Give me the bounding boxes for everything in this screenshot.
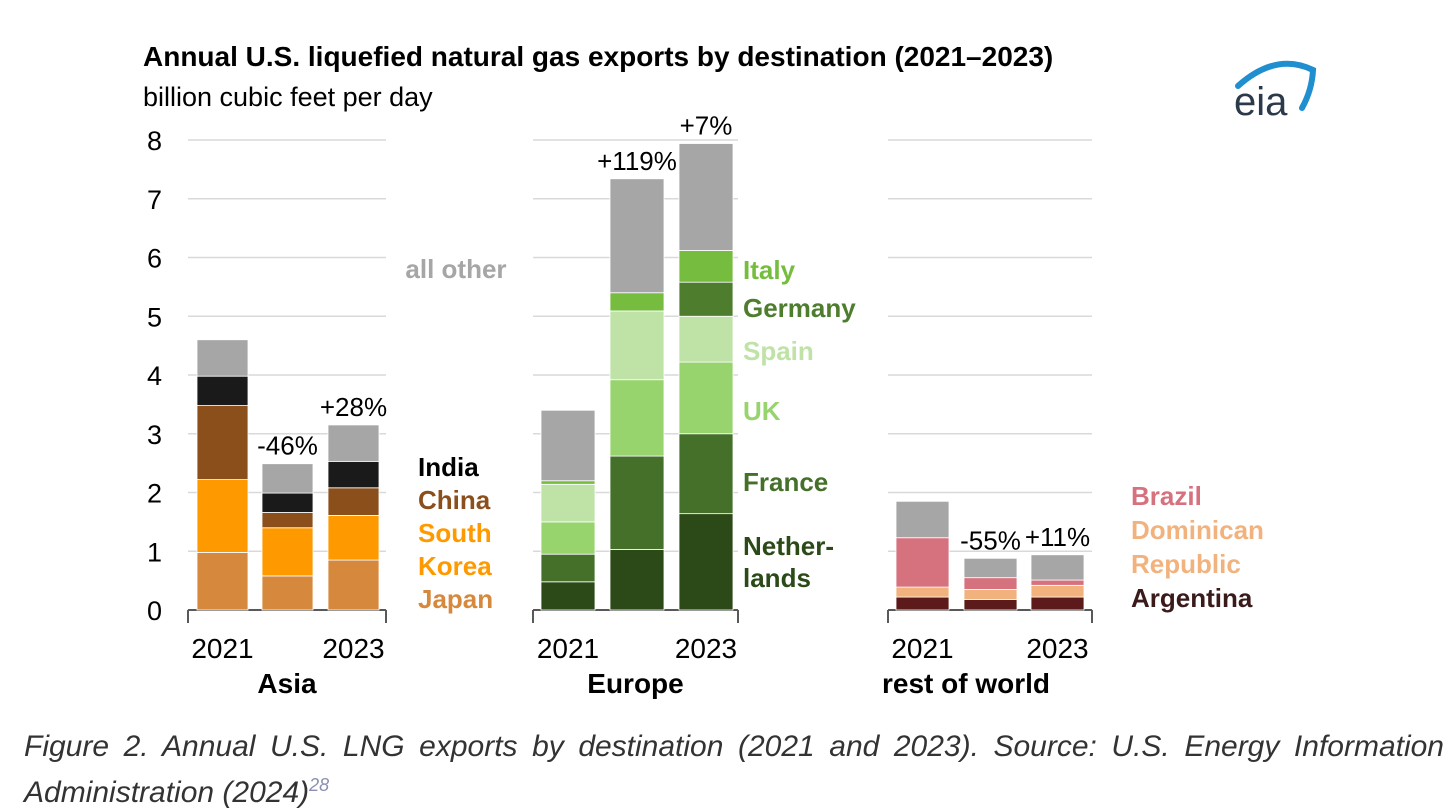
rest-of-world-change-label-2023: +11% — [1025, 522, 1090, 552]
eia-logo-text: eia — [1234, 80, 1288, 124]
asia-bar-2022-all-other — [261, 463, 314, 494]
asia-bar-2022-japan — [261, 575, 314, 611]
asia-bar-2022-india — [261, 492, 314, 513]
asia-group-label: Asia — [257, 668, 317, 699]
europe-bar-2023-italy — [678, 250, 734, 283]
rest-of-world-change-label-2022: -55% — [960, 525, 1021, 555]
rest-of-world-bar-2022-argentina — [963, 599, 1018, 611]
caption-footnote: 28 — [309, 775, 330, 795]
y-tick-label-7: 7 — [147, 185, 162, 215]
europe-bar-2023-netherlands — [678, 513, 734, 611]
europe-bar-2021-france — [540, 553, 596, 583]
y-tick-label-6: 6 — [147, 244, 162, 274]
rest-of-world-bar-2023-brazil — [1030, 579, 1085, 586]
europe-bar-2021-netherlands — [540, 581, 596, 611]
europe-legend-france-line-0: France — [743, 467, 828, 497]
eia-logo: eia — [1234, 60, 1317, 124]
rest-of-world-bar-2021-argentina — [895, 596, 950, 611]
europe-bar-2023-spain — [678, 315, 734, 363]
europe-bar-2023-all-other — [678, 143, 734, 251]
rest-of-world-bar-2023-argentina — [1030, 596, 1085, 611]
asia-bar-2023-south-korea — [327, 515, 380, 561]
europe-change-label-2022: +119% — [597, 146, 677, 176]
chart-title: Annual U.S. liquefied natural gas export… — [143, 41, 1053, 72]
asia-bar-2022-south-korea — [261, 527, 314, 577]
caption-text: Figure 2. Annual U.S. LNG exports by des… — [24, 730, 1444, 809]
europe-bar-2022-spain — [609, 310, 665, 381]
europe-bar-2021-uk — [540, 521, 596, 555]
rest-of-world-bar-2022-brazil — [963, 577, 1018, 590]
europe-change-label-2023: +7% — [680, 111, 733, 141]
europe-bar-2021-spain — [540, 483, 596, 523]
y-tick-label-4: 4 — [147, 361, 162, 391]
europe-bar-2023-uk — [678, 361, 734, 435]
rest-of-world-bar-2023-dominican-republic — [1030, 584, 1085, 598]
asia-change-label-2022: -46% — [257, 431, 318, 461]
europe-bar-2022-all-other — [609, 178, 665, 294]
rest-of-world-bar-2021-all-other — [895, 500, 950, 539]
europe-legend-spain-line-0: Spain — [743, 336, 814, 366]
europe-legend-nether-lands-line-0: Nether- — [743, 531, 834, 561]
rest-of-world-legend-argentina-line-0: Argentina — [1131, 583, 1253, 613]
asia-legend-south-korea-line-1: Korea — [418, 551, 492, 581]
asia-bar-2022-china — [261, 512, 314, 529]
asia-bar-2023-japan — [327, 559, 380, 611]
europe-bar-2021-italy — [540, 480, 596, 485]
asia-bar-2021-all-other — [196, 339, 249, 377]
figure-caption: Figure 2. Annual U.S. LNG exports by des… — [24, 728, 1444, 812]
europe-legend-germany-line-0: Germany — [743, 293, 856, 323]
lng-exports-chart: Annual U.S. liquefied natural gas export… — [143, 41, 1317, 699]
europe-bar-2022-netherlands — [609, 549, 665, 611]
asia-legend-south-korea-line-0: South — [418, 518, 492, 548]
rest-of-world-x-tick-label-2021: 2021 — [891, 633, 953, 664]
asia-bar-2021-china — [196, 405, 249, 480]
europe-legend-nether-lands-line-1: lands — [743, 563, 811, 593]
y-tick-label-1: 1 — [147, 537, 162, 567]
asia-change-label-2023: +28% — [320, 392, 387, 422]
rest-of-world-bar-2023-all-other — [1030, 554, 1085, 581]
asia-x-tick-label-2023: 2023 — [322, 633, 384, 664]
y-axis-unit-label: billion cubic feet per day — [143, 82, 433, 112]
rest-of-world-x-tick-label-2023: 2023 — [1026, 633, 1088, 664]
rest-of-world-legend-dominican-republic-line-1: Republic — [1131, 549, 1241, 579]
europe-legend-italy-line-0: Italy — [743, 255, 796, 285]
europe-bar-2023-germany — [678, 281, 734, 317]
rest-of-world-bar-2021-dominican-republic — [895, 586, 950, 598]
europe-legend-uk-line-0: UK — [743, 396, 781, 426]
asia-legend-india-line-0: India — [418, 452, 479, 482]
labels: Annual U.S. liquefied natural gas export… — [143, 41, 1264, 699]
asia-bar-2023-china — [327, 487, 380, 516]
rest-of-world-group-label: rest of world — [882, 668, 1050, 699]
asia-x-tick-label-2021: 2021 — [191, 633, 253, 664]
y-tick-label-8: 8 — [147, 126, 162, 156]
y-tick-label-3: 3 — [147, 420, 162, 450]
eia-logo-swoosh — [1235, 60, 1317, 111]
europe-bar-2022-uk — [609, 379, 665, 457]
rest-of-world-bar-2021-brazil — [895, 537, 950, 588]
bars — [196, 143, 1085, 611]
asia-bar-2023-all-other — [327, 424, 380, 462]
europe-bar-2023-france — [678, 433, 734, 515]
asia-bar-2021-south-korea — [196, 479, 249, 553]
rest-of-world-legend-dominican-republic-line-0: Dominican — [1131, 515, 1264, 545]
rest-of-world-legend-brazil-line-0: Brazil — [1131, 481, 1202, 511]
asia-bar-2023-india — [327, 460, 380, 489]
rest-of-world-bar-2022-dominican-republic — [963, 589, 1018, 600]
y-tick-label-0: 0 — [147, 596, 162, 626]
europe-x-tick-label-2021: 2021 — [537, 633, 599, 664]
asia-bar-2021-india — [196, 375, 249, 406]
asia-legend-china-line-0: China — [418, 485, 491, 515]
europe-group-label: Europe — [587, 668, 683, 699]
y-tick-label-5: 5 — [147, 302, 162, 332]
europe-bar-2021-all-other — [540, 409, 596, 482]
rest-of-world-bar-2022-all-other — [963, 557, 1018, 579]
asia-legend-japan-line-0: Japan — [418, 584, 493, 614]
europe-x-tick-label-2023: 2023 — [675, 633, 737, 664]
y-tick-label-2: 2 — [147, 479, 162, 509]
all-other-label: all other — [405, 254, 506, 284]
europe-bar-2022-italy — [609, 292, 665, 312]
asia-bar-2021-japan — [196, 552, 249, 611]
europe-bar-2022-france — [609, 455, 665, 550]
